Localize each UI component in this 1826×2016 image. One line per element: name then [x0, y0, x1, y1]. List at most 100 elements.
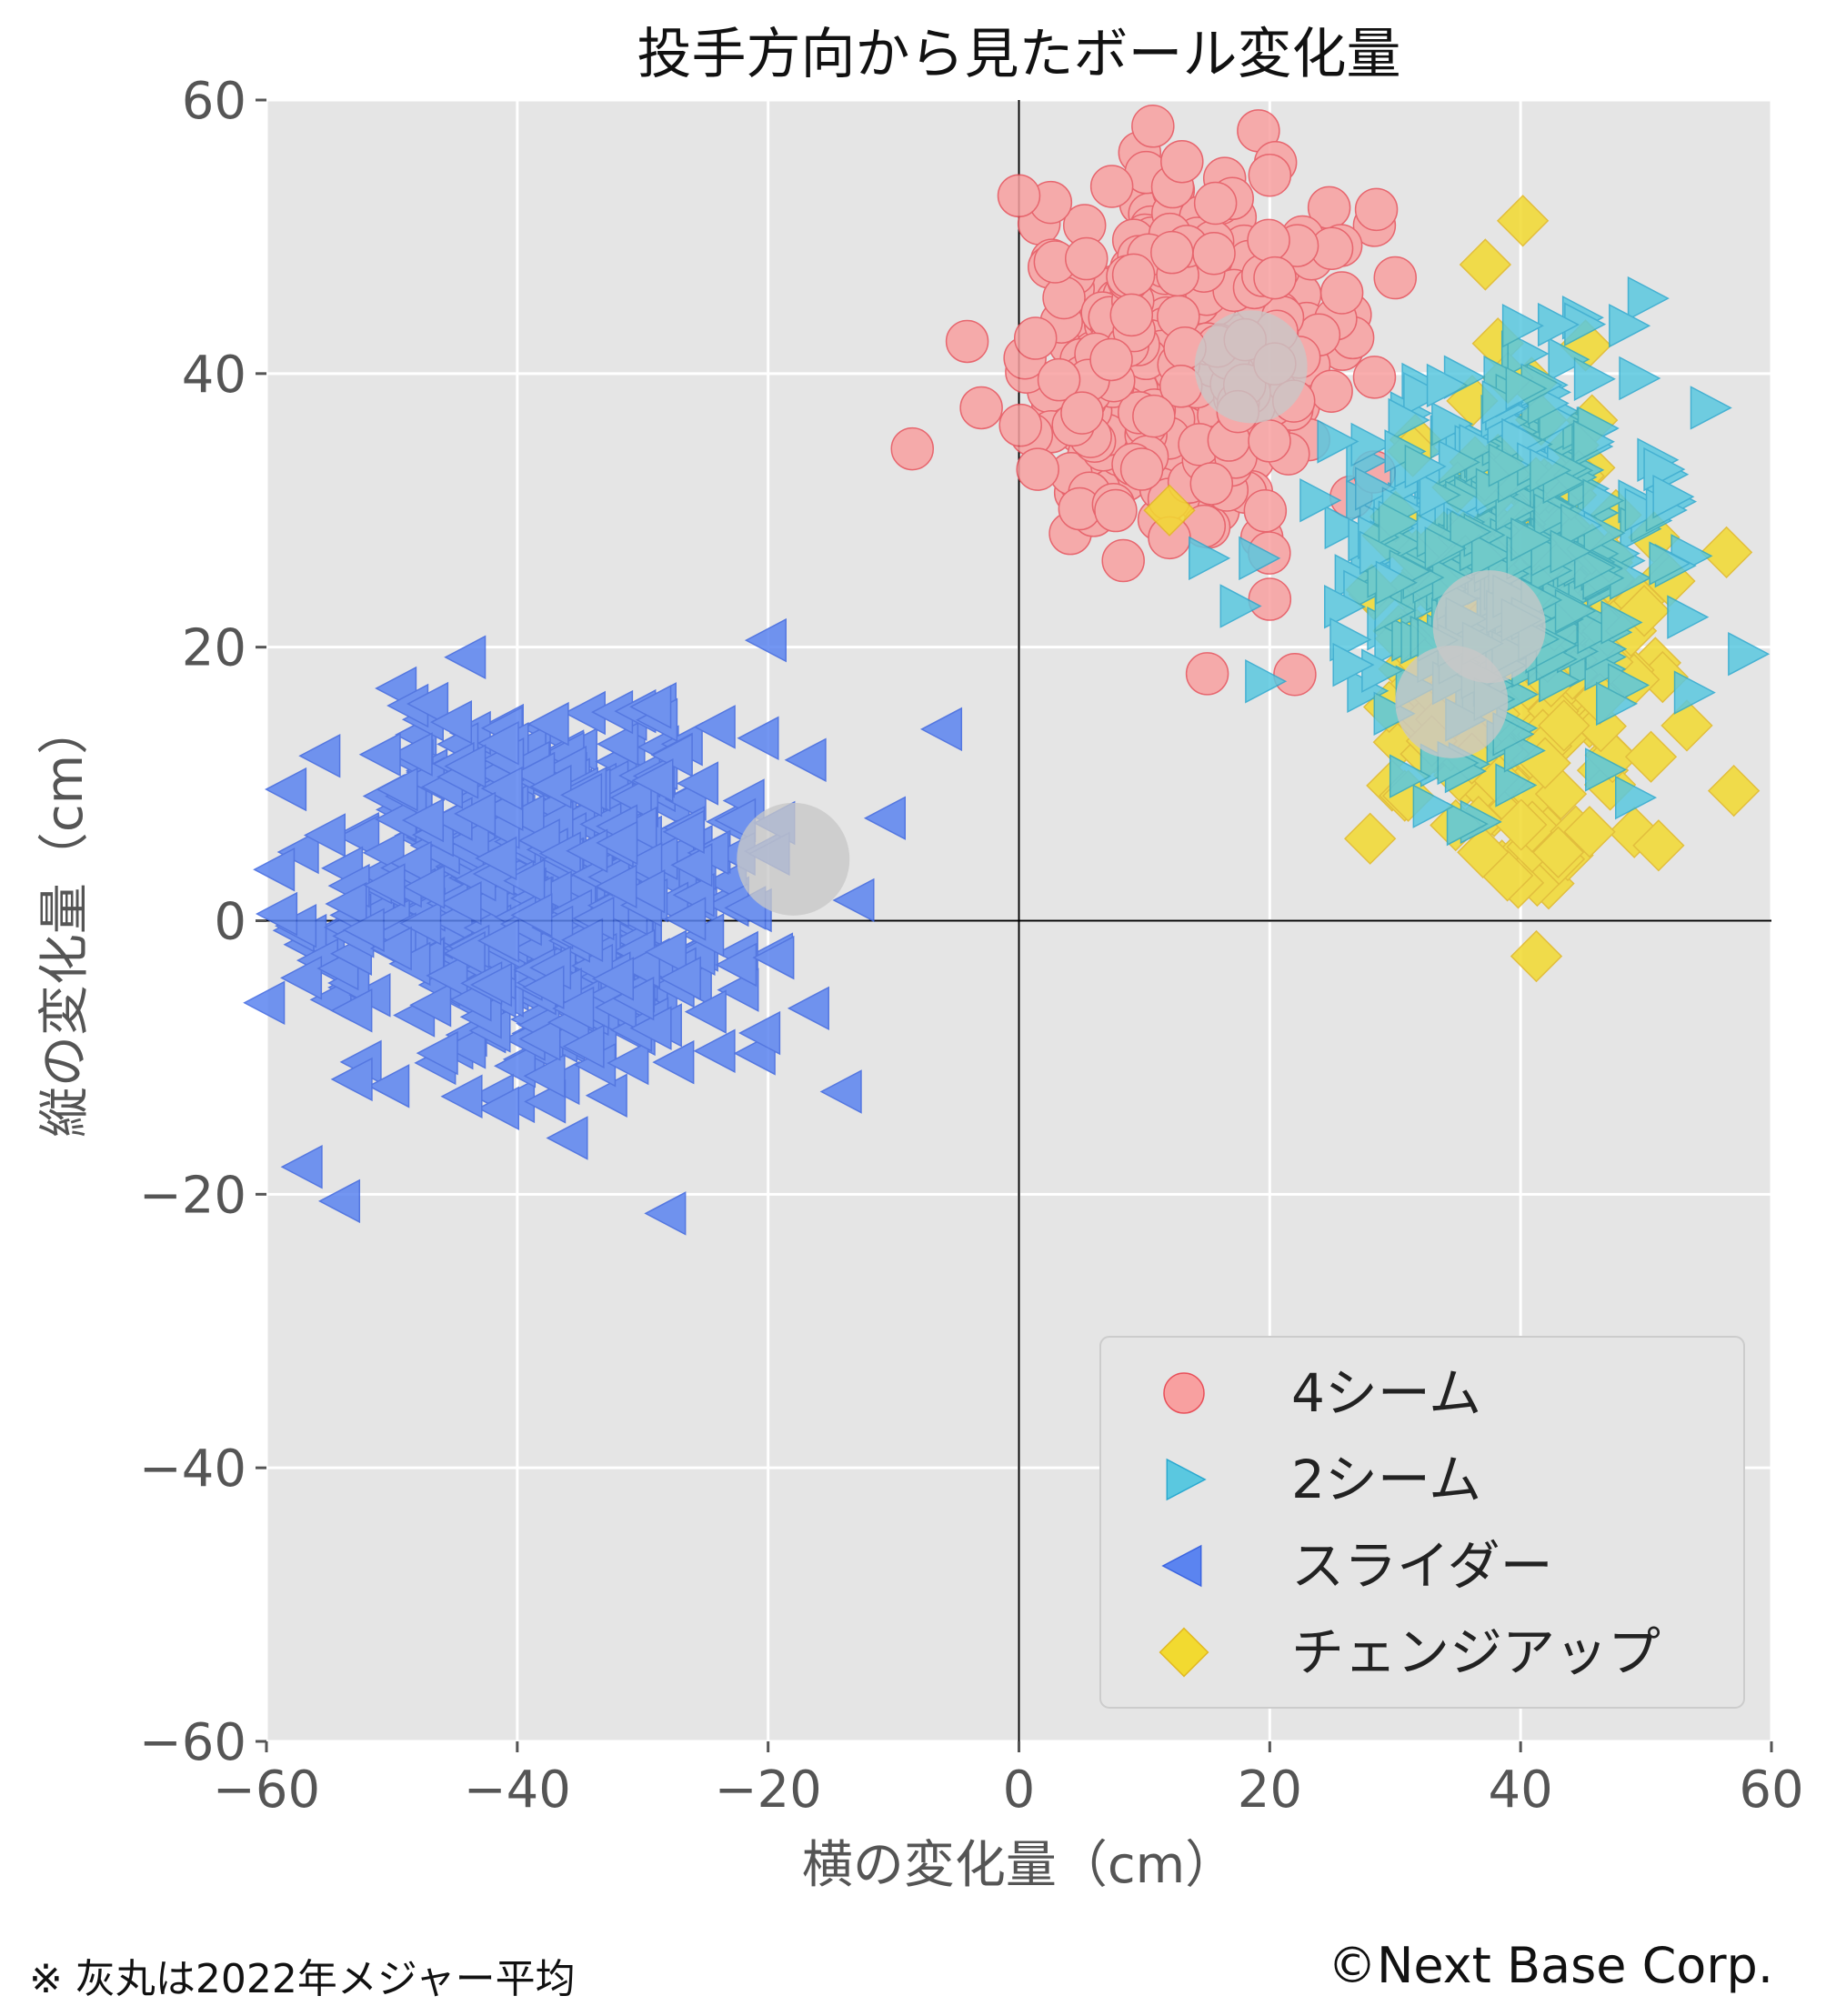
data-point: [1150, 230, 1194, 275]
data-point: [243, 980, 286, 1025]
data-point: [629, 685, 672, 729]
data-point: [959, 386, 1003, 430]
data-point: [1344, 812, 1397, 865]
data-point: [1388, 397, 1430, 443]
axis-ticks: −60 −40 −20 0 20 40 60 −60 −40 −20 0 20 40 60: [139, 72, 1804, 1820]
data-point: [403, 865, 446, 909]
data-point: [1572, 419, 1615, 465]
data-point: [276, 829, 319, 875]
data-point: [1354, 187, 1399, 232]
data-point: [330, 1057, 373, 1102]
data-point: [1531, 826, 1585, 878]
data-point: [1649, 541, 1691, 586]
data-point: [1548, 337, 1590, 382]
data-point: [342, 908, 385, 952]
data-point: [595, 864, 637, 908]
data-point: [1248, 577, 1292, 621]
league-average-point: [1395, 645, 1509, 758]
data-point: [644, 1191, 687, 1236]
series-triangle-left: [243, 617, 963, 1236]
data-point: [1016, 447, 1059, 491]
data-point: [1324, 505, 1367, 550]
data-point: [1185, 652, 1229, 696]
data-point: [1426, 363, 1469, 408]
data-point: [1060, 391, 1104, 435]
data-point: [562, 1024, 605, 1068]
data-point: [1109, 293, 1154, 337]
data-point: [369, 926, 412, 971]
data-point: [363, 863, 406, 908]
data-point: [1577, 609, 1620, 655]
data-point: [1317, 419, 1359, 464]
data-point: [1446, 801, 1489, 847]
data-point: [652, 1039, 695, 1085]
data-point: [546, 1116, 588, 1160]
data-point: [406, 681, 449, 727]
data-point: [1538, 699, 1590, 752]
data-point: [737, 716, 779, 761]
x-axis-label: 横の変化量（cm）: [802, 1836, 1236, 1895]
data-point: [1632, 819, 1685, 872]
data-point: [752, 935, 795, 980]
data-point: [1299, 477, 1342, 523]
data-point: [1013, 316, 1058, 360]
data-point: [1609, 303, 1651, 348]
data-point: [684, 989, 727, 1034]
data-point: [444, 635, 487, 680]
data-point: [998, 403, 1042, 447]
data-point: [784, 737, 827, 782]
data-point: [303, 813, 346, 858]
data-point: [1193, 181, 1238, 226]
data-point: [1189, 536, 1231, 581]
y-tick-label: −40: [139, 1439, 246, 1499]
data-point: [744, 617, 787, 663]
data-point: [1332, 642, 1375, 687]
data-point: [566, 828, 608, 873]
data-point: [1219, 584, 1262, 628]
legend-label: 4シーム: [1291, 1362, 1481, 1424]
data-point: [1495, 486, 1538, 532]
data-point: [367, 1064, 410, 1108]
data-point: [1373, 691, 1416, 737]
data-point: [1160, 139, 1204, 184]
data-point: [738, 1010, 781, 1056]
data-point: [1533, 493, 1576, 538]
data-point: [1614, 775, 1658, 820]
data-point: [1652, 474, 1695, 519]
data-point: [1624, 730, 1678, 783]
data-point: [522, 965, 565, 1010]
data-point: [1488, 443, 1530, 487]
league-average-point: [1194, 310, 1308, 424]
data-point: [475, 836, 517, 881]
x-tick-label: 0: [1003, 1760, 1036, 1820]
data-point: [1131, 105, 1175, 148]
data-point: [1600, 600, 1643, 645]
data-point: [552, 986, 595, 1031]
data-point: [401, 797, 445, 843]
x-tick-label: −20: [715, 1760, 822, 1820]
data-point: [591, 957, 635, 1001]
data-point: [1459, 238, 1512, 291]
data-point: [510, 893, 553, 938]
footnote: ※ 灰丸は2022年メジャー平均: [29, 1956, 576, 2002]
data-point: [529, 764, 572, 809]
data-point: [1627, 276, 1670, 321]
chart-title: 投手方向から見たボール変化量: [637, 23, 1401, 86]
data-point: [1419, 473, 1461, 517]
data-point: [1495, 763, 1538, 807]
x-tick-label: 20: [1238, 1760, 1302, 1820]
data-point: [676, 761, 719, 806]
data-point: [1619, 356, 1661, 401]
data-point: [1495, 798, 1548, 851]
data-point: [416, 1030, 458, 1076]
data-point: [1037, 357, 1081, 402]
data-point: [1094, 488, 1138, 533]
data-point: [1707, 764, 1761, 817]
data-point: [1253, 256, 1297, 300]
data-point: [298, 734, 341, 778]
legend-marker: [1159, 1627, 1209, 1678]
data-point: [1690, 386, 1732, 430]
x-tick-label: −60: [213, 1760, 320, 1820]
data-point: [439, 881, 482, 926]
